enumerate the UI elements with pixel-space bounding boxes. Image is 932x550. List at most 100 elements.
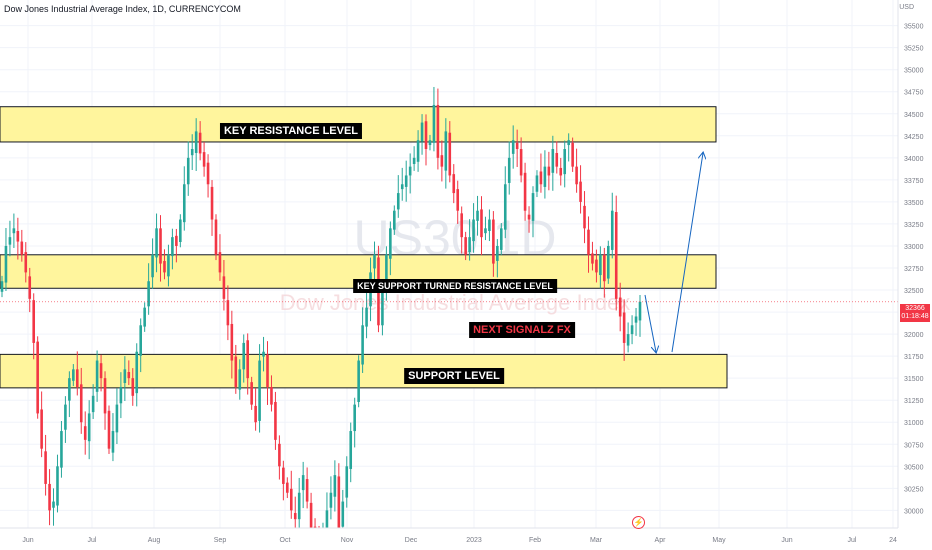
candle-body xyxy=(258,360,261,421)
time-tick-label: Jun xyxy=(22,537,33,544)
candle-body xyxy=(333,475,337,497)
price-tick-label: 34750 xyxy=(904,90,924,97)
candle-body xyxy=(480,209,483,238)
candle-body xyxy=(599,254,602,276)
price-tick-label: 31500 xyxy=(904,376,924,383)
time-tick-label: Apr xyxy=(655,537,667,544)
candle-body xyxy=(559,167,563,176)
price-tick-label: 30500 xyxy=(904,464,924,471)
candle-body xyxy=(396,193,400,210)
candle-body xyxy=(135,351,139,394)
candle-body xyxy=(424,121,428,150)
time-tick-label: Jun xyxy=(781,537,792,544)
candle-body xyxy=(4,245,8,283)
candle-body xyxy=(115,404,119,433)
candle-body xyxy=(301,475,305,491)
candle-body xyxy=(48,483,51,511)
candle-body xyxy=(194,131,198,153)
candle-body xyxy=(630,325,634,335)
candle-body xyxy=(270,386,273,405)
time-tick-label: May xyxy=(712,537,726,544)
candle-body xyxy=(143,307,146,327)
price-tick-label: 30250 xyxy=(904,486,924,493)
price-tick-label: 31250 xyxy=(904,398,924,405)
candle-body xyxy=(8,237,12,245)
candle-body xyxy=(591,253,594,264)
candle-body xyxy=(127,372,131,379)
candle-body xyxy=(131,378,135,396)
candle-body xyxy=(56,466,59,506)
time-tick-label: Mar xyxy=(590,537,603,544)
candle-body xyxy=(464,237,467,255)
candle-body xyxy=(289,488,293,511)
candles xyxy=(0,86,898,550)
price-tick-label: 33500 xyxy=(904,200,924,207)
candle-body xyxy=(428,140,432,146)
watermark-name: Dow Jones Industrial Average Index xyxy=(280,290,631,315)
candle-body xyxy=(404,175,408,187)
candle-body xyxy=(64,404,67,430)
candle-body xyxy=(452,174,456,194)
candle-body xyxy=(83,426,87,440)
time-tick-label: Aug xyxy=(148,537,161,544)
time-tick-label: 24 xyxy=(889,537,897,544)
candle-body xyxy=(567,140,570,146)
price-tick-label: 30750 xyxy=(904,442,924,449)
candle-body xyxy=(20,241,24,255)
countdown-timer: 01:18:48 xyxy=(901,313,929,320)
candle-body xyxy=(230,323,234,361)
candle-body xyxy=(246,340,249,379)
candle-body xyxy=(262,351,265,357)
candle-body xyxy=(539,171,543,185)
candle-body xyxy=(72,369,75,381)
candle-body xyxy=(408,166,412,176)
time-tick-label: Sep xyxy=(214,537,227,544)
candle-body xyxy=(614,212,618,299)
candle-body xyxy=(167,254,170,277)
candle-body xyxy=(456,189,460,211)
candle-body xyxy=(24,252,28,273)
time-tick-label: Nov xyxy=(341,537,354,544)
projection-arrows xyxy=(644,153,703,353)
candle-body xyxy=(40,409,43,449)
candle-body xyxy=(309,502,313,528)
candle-body xyxy=(460,213,463,238)
candle-body xyxy=(103,378,107,414)
candle-body xyxy=(293,513,297,520)
price-tick-label: 33000 xyxy=(904,244,924,251)
candle-body xyxy=(99,363,103,379)
candle-body xyxy=(571,142,574,167)
time-tick-label: Feb xyxy=(529,537,541,544)
candle-body xyxy=(440,155,444,167)
candle-body xyxy=(365,307,368,327)
candle-body xyxy=(139,325,142,356)
candle-body xyxy=(36,341,39,414)
price-tick-label: 32000 xyxy=(904,332,924,339)
candle-body xyxy=(610,210,614,250)
candle-body xyxy=(361,325,364,365)
candle-body xyxy=(472,219,475,242)
last-price-value: 32366 xyxy=(905,305,925,312)
candle-body xyxy=(226,300,230,326)
candle-body xyxy=(155,228,158,258)
candle-body xyxy=(218,252,222,273)
lightning-icon[interactable]: ⚡ xyxy=(632,516,645,529)
candle-body xyxy=(507,157,511,183)
candle-body xyxy=(182,184,186,223)
candle-body xyxy=(68,378,71,401)
candle-body xyxy=(551,149,555,173)
price-tick-label: 35000 xyxy=(904,68,924,75)
price-tick-label: 32750 xyxy=(904,266,924,273)
time-tick-label: Jul xyxy=(88,537,97,544)
candle-body xyxy=(416,140,420,162)
candle-body xyxy=(87,413,91,442)
candle-body xyxy=(16,230,20,242)
time-axis-bg xyxy=(0,528,932,550)
candle-body xyxy=(107,410,111,449)
candle-body xyxy=(214,219,218,255)
candle-body xyxy=(60,431,63,468)
arrow-up-to-resistance xyxy=(671,153,703,353)
candle-body xyxy=(393,210,396,230)
candle-body xyxy=(186,157,190,185)
